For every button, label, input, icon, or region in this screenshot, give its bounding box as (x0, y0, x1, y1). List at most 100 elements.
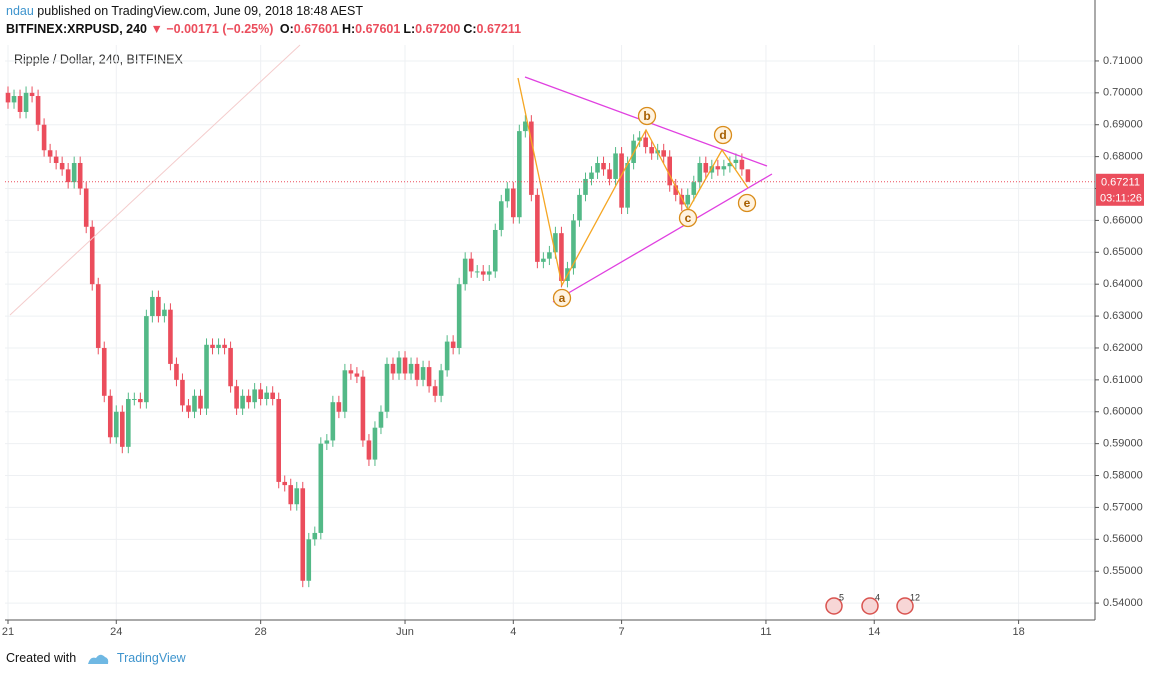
y-tick-label: 0.68000 (1103, 151, 1143, 163)
candle-body (306, 539, 312, 581)
x-tick-label: 7 (619, 626, 625, 638)
wave-marker (552, 288, 572, 308)
candle-body (535, 194, 540, 262)
created-with: Created with (6, 651, 77, 665)
candle-body (162, 309, 167, 317)
candle-body (228, 347, 233, 387)
x-tick-label: 4 (510, 626, 516, 638)
event-marker (896, 597, 914, 615)
candle-body (444, 341, 450, 371)
countdown: 03:11:26 (1100, 193, 1142, 205)
y-tick-label: 0.62000 (1103, 342, 1143, 354)
x-tick-label: 14 (868, 626, 880, 638)
wave-marker (637, 106, 657, 126)
candle-body (138, 398, 143, 403)
candle-body (384, 363, 390, 412)
candle-body (498, 201, 504, 230)
candle-body (198, 395, 203, 409)
candle-body (613, 153, 618, 179)
candle-body (53, 156, 59, 163)
y-tick-label: 0.66000 (1103, 214, 1143, 226)
candle-body (35, 96, 41, 125)
wave-marker (713, 125, 733, 145)
candle-body (547, 252, 552, 259)
candle-body (661, 150, 666, 157)
candle-body (71, 162, 77, 183)
candle-body (168, 309, 173, 364)
candle-body (246, 395, 251, 403)
y-tick-label: 0.55000 (1103, 565, 1143, 577)
candle-body (727, 162, 733, 167)
candle-body (366, 440, 372, 460)
x-tick-label: Jun (396, 626, 414, 638)
wave-label: e (744, 196, 751, 210)
y-tick-label: 0.61000 (1103, 374, 1143, 386)
wave-marker (737, 193, 757, 213)
candle-body (222, 344, 227, 348)
candle-body (83, 188, 89, 227)
wave-zigzag (517, 77, 749, 287)
candle-body (294, 488, 300, 505)
candle-body (733, 159, 739, 163)
y-tick-label: 0.58000 (1103, 469, 1143, 481)
candle-body (342, 370, 348, 412)
y-tick-label: 0.59000 (1103, 438, 1143, 450)
x-tick-label: 28 (255, 626, 267, 638)
ohlc: O:0.67601 H:0.67601 L:0.67200 C:0.67211 (277, 22, 521, 36)
candle-body (739, 159, 745, 170)
candle-body (480, 271, 486, 275)
event-count: 5 (839, 592, 844, 602)
candle-body (667, 156, 673, 186)
candle-body (450, 341, 456, 348)
candle-body (89, 226, 95, 285)
candle-body (589, 172, 594, 179)
ohlc-value: 0.67200 (415, 22, 461, 36)
candle-body (113, 411, 119, 438)
candle-body (126, 398, 131, 447)
candle-body (504, 188, 510, 202)
candle-body (300, 488, 306, 581)
candle-body (23, 92, 29, 112)
candle-body (643, 137, 648, 148)
candle-body (150, 296, 155, 317)
candle-body (637, 137, 642, 141)
ohlc-label: H: (341, 22, 356, 36)
candle-body (426, 367, 432, 387)
y-tick-label: 0.71000 (1103, 55, 1143, 67)
y-tick-label: 0.63000 (1103, 310, 1143, 322)
author[interactable]: ndau (6, 4, 34, 18)
candle-body (288, 485, 294, 505)
candle-body (336, 402, 342, 412)
candle-body (77, 162, 83, 189)
candle-body (462, 258, 468, 285)
candle-body (649, 147, 654, 154)
candle-body (192, 395, 197, 412)
candle-body (95, 284, 101, 348)
footer: Created with TradingView (6, 651, 186, 666)
ohlc-label: C: (463, 22, 477, 36)
x-tick-label: 21 (2, 626, 14, 638)
symbol: BITFINEX:XRPUSD, 240 (6, 22, 148, 36)
candle-body (432, 386, 438, 396)
candle-body (252, 389, 257, 403)
event-marker (825, 597, 843, 615)
candle-body (571, 220, 576, 269)
symbol-line: BITFINEX:XRPUSD, 240 ▼ −0.00171 (−0.25%)… (6, 22, 521, 36)
candle-body (132, 398, 137, 400)
event-count: 12 (910, 592, 920, 602)
candle-body (474, 271, 480, 273)
wave-label: d (719, 128, 726, 142)
candle-body (541, 258, 546, 262)
candle-body (324, 440, 330, 444)
ohlc-label: L: (403, 22, 416, 36)
wave-label: c (685, 211, 692, 225)
candle-body (234, 386, 239, 409)
drawings (9, 44, 773, 316)
candle-body (721, 166, 727, 170)
candle-body (715, 166, 721, 170)
candle-body (486, 271, 492, 275)
candle-body (101, 347, 107, 396)
brand[interactable]: TradingView (116, 651, 186, 665)
